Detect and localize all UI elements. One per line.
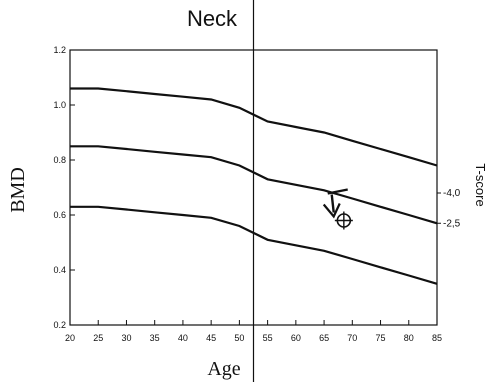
x-tick-label: 55 <box>263 333 273 343</box>
x-tick-label: 30 <box>121 333 131 343</box>
y-tick-label: 1.2 <box>53 45 66 55</box>
y-tick-label: 0.2 <box>53 320 66 330</box>
x-tick-label: 65 <box>319 333 329 343</box>
x-tick-label: 80 <box>404 333 414 343</box>
y-axis-label: BMD <box>7 167 29 213</box>
x-axis-label: Age <box>207 358 240 380</box>
y-tick-label: 0.6 <box>53 210 66 220</box>
circle-plus-marker <box>334 211 353 230</box>
x-tick-label: 20 <box>65 333 75 343</box>
t-score-tick-label: -2,5 <box>443 218 461 229</box>
x-tick-label: 70 <box>347 333 357 343</box>
x-tick-label: 25 <box>93 333 103 343</box>
x-tick-label: 75 <box>376 333 386 343</box>
y-tick-label: 1.0 <box>53 100 66 110</box>
t-score-ticks: -4,0 -2,5 <box>437 188 461 229</box>
x-tick-label: 50 <box>234 333 244 343</box>
chart-title: Neck <box>187 6 238 31</box>
y-tick-label: 0.4 <box>53 265 66 275</box>
patient-markers <box>322 188 353 230</box>
x-tick-label: 40 <box>178 333 188 343</box>
x-axis-ticks: 20 25 30 35 40 45 50 55 60 65 70 75 80 85 <box>65 320 442 343</box>
arrow-marker <box>322 188 348 219</box>
t-score-tick-label: -4,0 <box>443 188 461 199</box>
x-tick-label: 85 <box>432 333 442 343</box>
x-tick-label: 60 <box>291 333 301 343</box>
y-axis-ticks: 0.2 0.4 0.6 0.8 1.0 1.2 <box>53 45 75 330</box>
y-tick-label: 0.8 <box>53 155 66 165</box>
x-tick-label: 45 <box>206 333 216 343</box>
t-score-axis-label: T-score <box>473 163 488 206</box>
x-tick-label: 35 <box>150 333 160 343</box>
